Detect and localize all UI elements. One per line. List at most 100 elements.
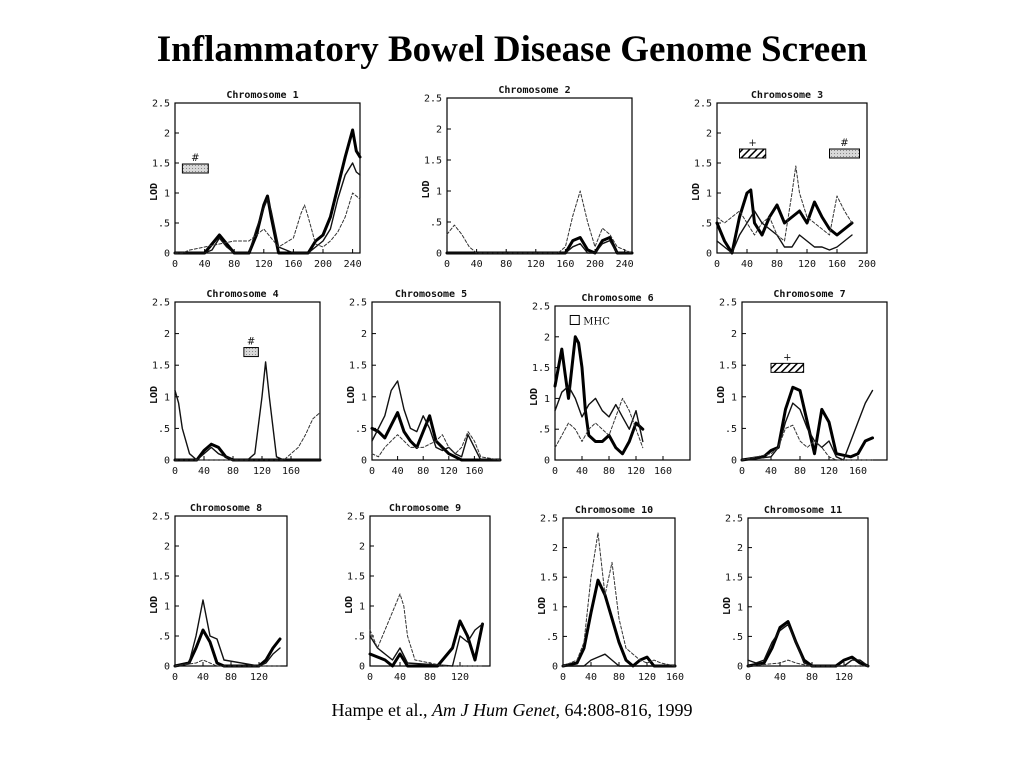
- chart-7-y-tick-label: 0: [731, 456, 737, 467]
- chart-10-x-tick-label: 80: [613, 672, 625, 683]
- chart-1-x-tick-label: 120: [255, 259, 273, 270]
- chart-10-y-axis-label: LOD: [537, 597, 548, 615]
- chart-7-y-axis-label: LOD: [716, 386, 727, 404]
- chart-2-y-tick-label: 0: [436, 249, 442, 260]
- chart-2-y-tick-label: 2.5: [424, 94, 442, 105]
- chart-9-y-tick-label: 1: [359, 602, 365, 613]
- chart-7-y-tick-label: 1.5: [719, 361, 737, 372]
- chart-2-x-tick-label: 0: [444, 259, 450, 270]
- chart-7-x-tick-label: 160: [849, 466, 867, 477]
- chart-5-y-tick-label: 2.5: [349, 298, 367, 309]
- chart-10-x-tick-label: 0: [560, 672, 566, 683]
- chart-10-series-dashed-line: [562, 532, 676, 667]
- chart-5-x-tick-label: 80: [417, 466, 429, 477]
- chart-1-y-tick-label: 0: [164, 249, 170, 260]
- chart-2-y-tick-label: 2: [436, 125, 442, 136]
- chart-3-x-tick-label: 40: [741, 259, 753, 270]
- chart-3-y-tick-label: 1.5: [694, 159, 712, 170]
- chart-9-y-axis-label: LOD: [344, 596, 355, 614]
- chart-3-annotation-2-region-box: [829, 148, 860, 159]
- chart-1-y-tick-label: 2: [164, 129, 170, 140]
- chart-11-y-tick-label: 0: [737, 662, 743, 673]
- chart-2-x-tick-label: 40: [471, 259, 483, 270]
- chart-8-y-tick-label: .5: [158, 632, 170, 643]
- chart-1-y-tick-label: 1.5: [152, 159, 170, 170]
- chart-8-series-thick-line: [173, 628, 282, 668]
- chart-8-series-dashed-line: [174, 659, 281, 667]
- chart-1-series-thick-line: [173, 128, 362, 255]
- chart-3-x-tick-label: 120: [798, 259, 816, 270]
- chart-10-panel: Chromosome 10 LOD 0 .5 1 1.5 2 2.5 0 40 80 120 160: [537, 505, 684, 683]
- chart-2-x-tick-label: 160: [556, 259, 574, 270]
- chart-9-y-tick-label: 1.5: [347, 572, 365, 583]
- chart-3-plot-frame: [716, 102, 868, 254]
- chart-1-series-thin-line: [174, 162, 361, 254]
- chart-2-x-tick-label: 200: [586, 259, 604, 270]
- chart-1-x-tick-label: 80: [228, 259, 240, 270]
- chart-7-y-tick-label: 1: [731, 392, 737, 403]
- chart-11-x-tick-label: 40: [774, 672, 786, 683]
- chart-1-x-tick-label: 0: [172, 259, 178, 270]
- chart-4-x-tick-label: 80: [227, 466, 239, 477]
- chart-9-title: Chromosome 9: [389, 503, 461, 514]
- chart-11-series-thin-line: [747, 623, 869, 667]
- chart-1-title: Chromosome 1: [226, 90, 298, 101]
- chart-6-series-thick-line: [553, 335, 645, 456]
- chart-2-series-dashed-line: [446, 190, 633, 254]
- chart-5-series-thin-line: [371, 380, 501, 461]
- chart-4-y-tick-label: 2.5: [152, 298, 170, 309]
- chart-3-y-tick-label: 2.5: [694, 99, 712, 110]
- chart-3-series-dashed-line: [716, 165, 853, 242]
- chart-11-y-tick-label: 1: [737, 602, 743, 613]
- chart-6-annotation-1-label: MHC: [583, 316, 610, 327]
- chart-4-x-tick-label: 120: [253, 466, 271, 477]
- chart-5-y-tick-label: 1.5: [349, 361, 367, 372]
- chart-11-y-tick-label: .5: [731, 632, 743, 643]
- chart-6-y-tick-label: 2: [544, 332, 550, 343]
- chart-9-y-tick-label: .5: [353, 632, 365, 643]
- chart-6-series-thin-line: [554, 385, 644, 443]
- chart-9-x-tick-label: 120: [451, 672, 469, 683]
- chart-10-y-tick-label: 1.5: [540, 573, 558, 584]
- chart-7-plot-frame: [741, 301, 888, 461]
- chart-2-y-tick-label: 1.5: [424, 156, 442, 167]
- chart-9-panel: Chromosome 9 LOD 0 .5 1 1.5 2 2.5 0 40 80 120: [344, 503, 491, 683]
- chart-5-y-tick-label: 0: [361, 456, 367, 467]
- citation-journal: Am J Hum Genet: [432, 700, 556, 720]
- chart-4-y-tick-label: 1: [164, 392, 170, 403]
- chart-3-annotation-1-symbol: +: [748, 138, 756, 149]
- chart-3-x-tick-label: 160: [828, 259, 846, 270]
- citation-details: , 64:808-816, 1999: [555, 700, 693, 720]
- chart-4-plot-frame: [174, 301, 321, 461]
- chart-8-title: Chromosome 8: [190, 503, 262, 514]
- chart-4-title: Chromosome 4: [206, 289, 278, 300]
- chart-4-panel: Chromosome 4 LOD 0 .5 1 1.5 2 2.5 0 40 80 120 160 #: [149, 289, 322, 477]
- chart-6-panel: Chromosome 6 LOD 0 .5 1 1.5 2 2.5 0 40 80 120 160 MHC: [529, 293, 691, 477]
- chart-7-panel: Chromosome 7 LOD 0 .5 1 1.5 2 2.5 0 40 80 120 160 +: [716, 289, 888, 477]
- chart-3-series-thin-line: [716, 210, 853, 254]
- chart-2-y-tick-label: .5: [430, 218, 442, 229]
- chart-5-y-tick-label: 1: [361, 392, 367, 403]
- chart-3-y-tick-label: 0: [706, 249, 712, 260]
- chart-6-y-tick-label: 1: [544, 394, 550, 405]
- chart-6-y-tick-label: 1.5: [532, 363, 550, 374]
- chart-6-x-tick-label: 40: [576, 466, 588, 477]
- chart-2-x-tick-label: 80: [500, 259, 512, 270]
- chart-1-y-tick-label: 2.5: [152, 99, 170, 110]
- chart-3-y-tick-label: 1: [706, 189, 712, 200]
- chart-4-y-tick-label: 2: [164, 329, 170, 340]
- chart-5-x-tick-label: 0: [369, 466, 375, 477]
- slide-title: Inflammatory Bowel Disease Genome Screen: [156, 29, 868, 70]
- chart-8-y-tick-label: 1: [164, 602, 170, 613]
- chart-10-y-tick-label: .5: [546, 632, 558, 643]
- chart-10-series-thin-line: [562, 653, 676, 667]
- chart-9-plot-frame: [369, 515, 491, 667]
- chart-4-annotation-1-symbol: #: [247, 337, 255, 348]
- chart-3-x-tick-label: 80: [771, 259, 783, 270]
- chart-2-panel: Chromosome 2 LOD 0 .5 1 1.5 2 2.5 0 40 80 120 160 200…: [421, 85, 634, 270]
- chart-3-panel: Chromosome 3 LOD 0 .5 1 1.5 2 2.5 0 40 80 120 160 200…: [691, 90, 876, 270]
- chart-10-y-tick-label: 2: [552, 543, 558, 554]
- chart-1-annotation-1-symbol: #: [191, 153, 199, 164]
- chart-7-series-thick-line: [740, 385, 874, 462]
- chart-1-x-tick-label: 160: [284, 259, 302, 270]
